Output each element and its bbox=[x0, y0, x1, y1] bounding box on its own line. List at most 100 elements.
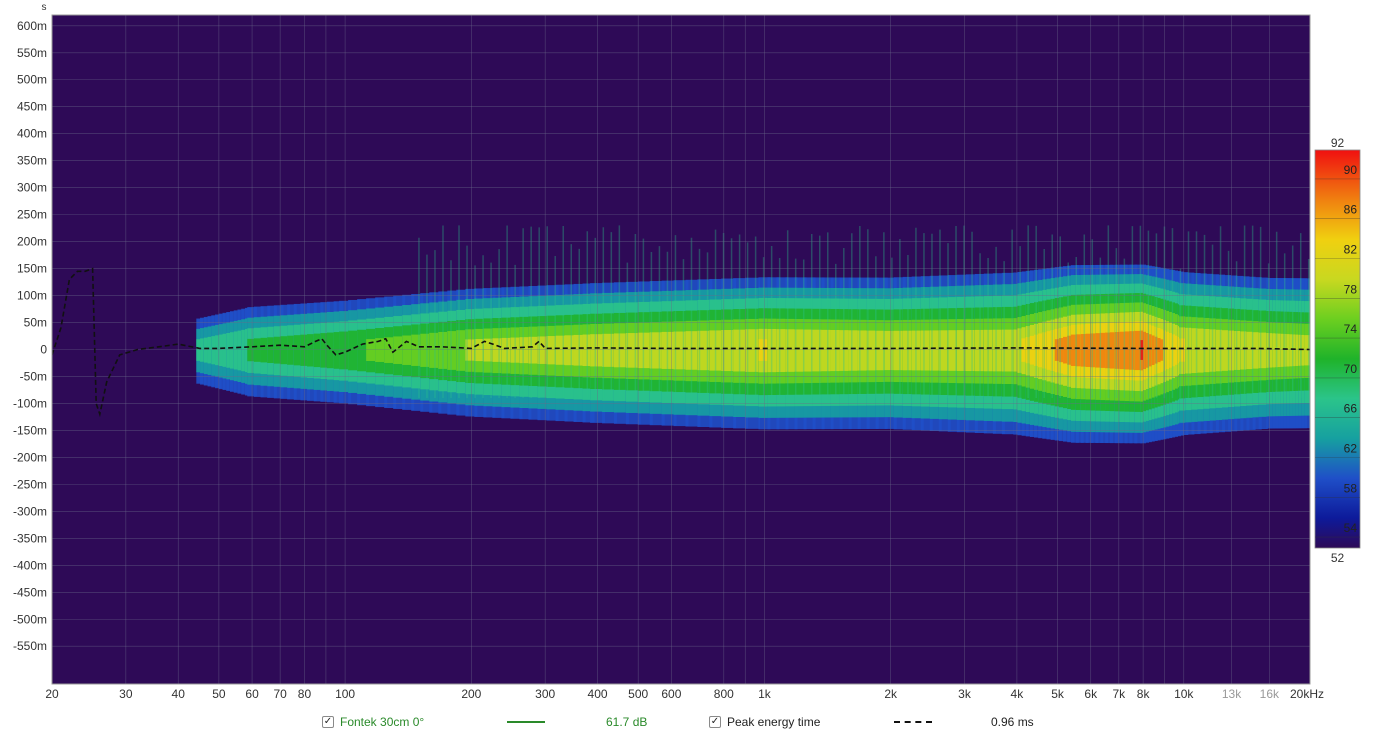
heatmap-cell bbox=[721, 330, 737, 372]
legend-measurement-item[interactable]: ✓ Fontek 30cm 0° bbox=[322, 713, 424, 731]
heatmap-cell bbox=[1234, 331, 1244, 370]
heatmap-cell bbox=[1222, 330, 1232, 371]
heatmap-cell bbox=[237, 330, 245, 371]
x-tick-label: 800 bbox=[714, 687, 734, 701]
heatmap-cell bbox=[1095, 333, 1104, 368]
y-tick-label: 300m bbox=[17, 181, 47, 195]
x-tick-label: 300 bbox=[535, 687, 555, 701]
heatmap-cell bbox=[519, 337, 532, 364]
heatmap-cell bbox=[1240, 331, 1250, 370]
heatmap-cell bbox=[573, 334, 586, 366]
legend-peak-item[interactable]: ✓ Peak energy time bbox=[709, 713, 820, 731]
peak-checkbox[interactable]: ✓ bbox=[709, 716, 721, 728]
heatmap-cell bbox=[1067, 335, 1075, 365]
heatmap-cell bbox=[965, 330, 978, 372]
heatmap-cell bbox=[1080, 334, 1089, 367]
heatmap-cell bbox=[1058, 338, 1067, 363]
heatmap-cell bbox=[333, 332, 344, 369]
heatmap-cell bbox=[1119, 331, 1128, 370]
heatmap-cell bbox=[222, 333, 230, 367]
heatmap-cell bbox=[1252, 332, 1262, 369]
y-tick-label: -500m bbox=[13, 612, 47, 626]
heatmap-cell bbox=[875, 330, 888, 371]
heatmap-cell bbox=[733, 329, 749, 372]
y-tick-label: 500m bbox=[17, 73, 47, 87]
x-tick-label: 20 bbox=[45, 687, 59, 701]
heatmap-cell bbox=[920, 330, 933, 371]
y-tick-label: 0 bbox=[40, 343, 47, 357]
heatmap-cell bbox=[564, 335, 577, 366]
heatmap-cell bbox=[1215, 329, 1226, 372]
y-unit-label: s bbox=[42, 2, 47, 13]
heatmap-cell bbox=[673, 331, 689, 370]
heatmap-cell bbox=[1105, 332, 1113, 369]
y-tick-label: -450m bbox=[13, 585, 47, 599]
heatmap-cell bbox=[510, 337, 523, 363]
heatmap-cell bbox=[956, 330, 969, 371]
y-tick-label: -200m bbox=[13, 450, 47, 464]
colorbar-tick-label: 66 bbox=[1344, 402, 1358, 416]
heatmap-cell bbox=[307, 334, 317, 367]
heatmap-cell bbox=[1191, 328, 1201, 374]
heatmap-cell bbox=[438, 331, 451, 369]
heatmap-cell bbox=[785, 329, 798, 372]
heatmap-cell bbox=[1185, 327, 1195, 374]
heatmap-cell bbox=[1017, 328, 1025, 373]
heatmap-cell bbox=[1100, 332, 1109, 368]
heatmap-cell bbox=[326, 332, 337, 369]
heatmap-cell bbox=[229, 332, 237, 369]
heatmap-cell bbox=[267, 337, 277, 364]
y-tick-label: -350m bbox=[13, 531, 47, 545]
plot-border bbox=[51, 14, 1311, 685]
heatmap-cell bbox=[203, 337, 211, 363]
heatmap-cell bbox=[1134, 330, 1143, 371]
heatmap-cell bbox=[447, 331, 460, 370]
heatmap-cell bbox=[947, 330, 960, 371]
heatmap-cell bbox=[1228, 330, 1238, 371]
heatmap-cell bbox=[1129, 331, 1138, 370]
heatmap-cell bbox=[902, 330, 915, 371]
legend: ✓ Fontek 30cm 0° 61.7 dB ✓ Peak energy t… bbox=[0, 713, 1400, 733]
x-tick-label: 500 bbox=[628, 687, 648, 701]
heatmap-cell bbox=[625, 333, 641, 368]
measurement-line-swatch bbox=[507, 713, 545, 731]
x-tick-label: 20kHz bbox=[1290, 687, 1324, 701]
colorbar-tick-label: 74 bbox=[1344, 322, 1358, 336]
heatmap-cell bbox=[697, 330, 713, 371]
y-tick-label: -550m bbox=[13, 639, 47, 653]
heatmap-cell bbox=[1038, 333, 1046, 368]
heatmap-cell bbox=[260, 337, 271, 363]
heatmap-cell bbox=[273, 336, 284, 364]
plot-area bbox=[51, 14, 1311, 685]
y-tick-label: -300m bbox=[13, 504, 47, 518]
heatmap-cell bbox=[1025, 337, 1033, 364]
heatmap-cell bbox=[983, 329, 996, 372]
heatmap-cell bbox=[411, 334, 424, 366]
heatmap-cell bbox=[366, 339, 379, 361]
y-tick-label: 400m bbox=[17, 127, 47, 141]
heatmap-cell bbox=[911, 330, 924, 371]
heatmap-cell bbox=[1046, 331, 1054, 370]
heatmap-cell bbox=[196, 339, 204, 361]
measurement-name: Fontek 30cm 0° bbox=[340, 715, 425, 729]
x-tick-label: 100 bbox=[335, 687, 355, 701]
measurement-checkbox[interactable]: ✓ bbox=[322, 716, 334, 728]
heatmap-cell bbox=[1050, 330, 1058, 372]
x-tick-label: 7k bbox=[1112, 687, 1126, 701]
colorbar-tick-label: 78 bbox=[1344, 282, 1358, 296]
y-tick-label: -100m bbox=[13, 396, 47, 410]
heatmap-cell bbox=[226, 333, 233, 368]
colorbar-tick-label: 70 bbox=[1344, 362, 1358, 376]
x-tick-label: 50 bbox=[212, 687, 226, 701]
heatmap-cell bbox=[211, 336, 219, 365]
heatmap-cell bbox=[320, 333, 330, 368]
heatmap-cell bbox=[1001, 329, 1014, 372]
x-tick-label: 4k bbox=[1011, 687, 1025, 701]
heatmap-cell bbox=[830, 329, 843, 372]
heatmap-cell bbox=[1197, 328, 1207, 373]
peak-label: Peak energy time bbox=[727, 715, 821, 729]
heatmap-cell bbox=[300, 334, 311, 366]
x-tick-label: 5k bbox=[1051, 687, 1065, 701]
heatmap-cell bbox=[233, 331, 241, 370]
series-peak-energy-time bbox=[52, 267, 1310, 418]
